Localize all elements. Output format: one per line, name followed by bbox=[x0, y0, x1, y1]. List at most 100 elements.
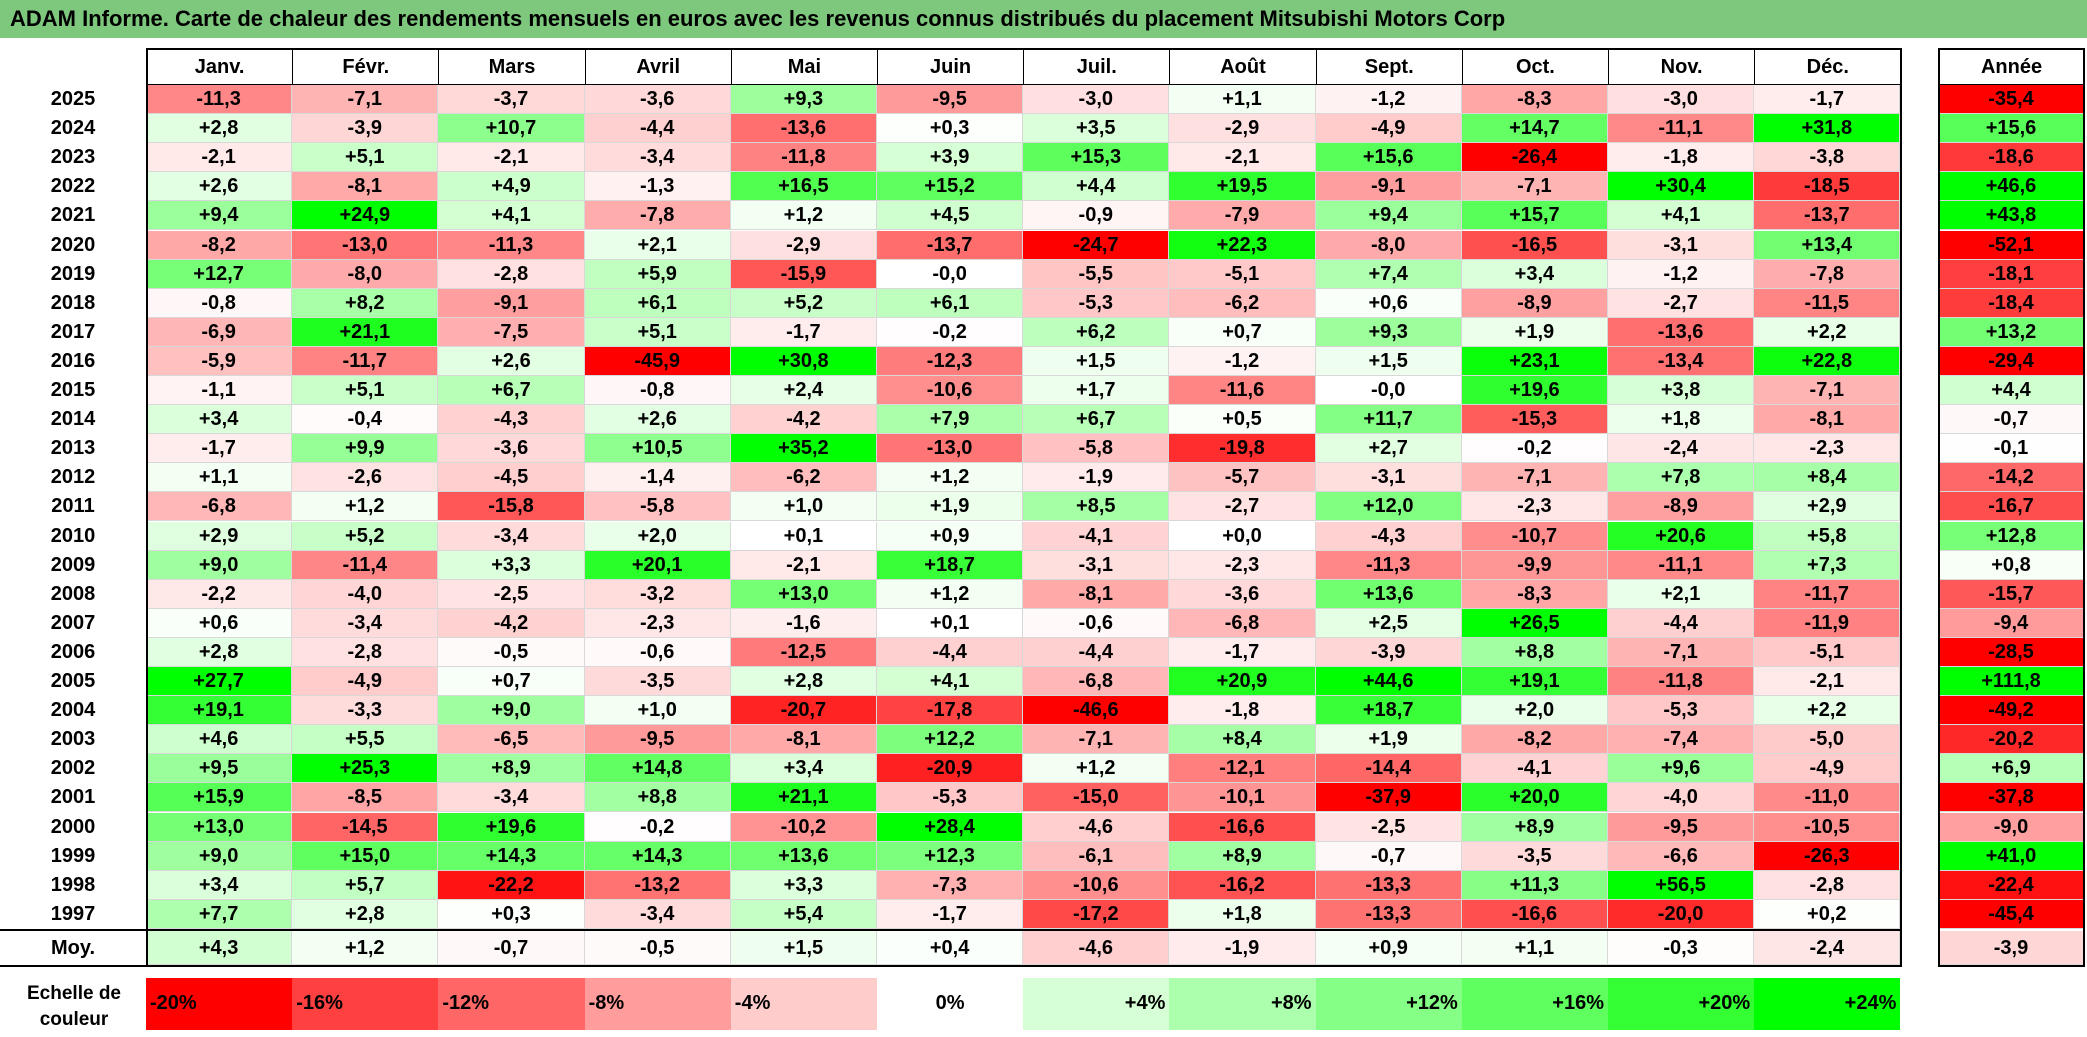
heatmap-cell: -16,5 bbox=[1461, 230, 1608, 260]
year-label: 2018 bbox=[0, 288, 146, 318]
heatmap-cell: +9,6 bbox=[1608, 754, 1755, 784]
heatmap-cell: -2,8 bbox=[1754, 870, 1901, 900]
year-label: 1998 bbox=[0, 870, 146, 900]
heatmap-cell: +20,1 bbox=[584, 550, 731, 580]
heatmap-cell: +1,9 bbox=[877, 492, 1024, 522]
heatmap-cell: +30,4 bbox=[1608, 172, 1755, 202]
heatmap-cell: +21,1 bbox=[730, 783, 877, 813]
heatmap-cell: -15,8 bbox=[438, 492, 585, 522]
heatmap-cell: +5,1 bbox=[292, 376, 439, 406]
heatmap-cell: -0,2 bbox=[1461, 434, 1608, 464]
column-header: Janv. bbox=[146, 48, 294, 85]
heatmap-cell: +9,0 bbox=[146, 841, 293, 871]
annual-cell: -14,2 bbox=[1938, 463, 2085, 493]
heatmap-cell: -3,9 bbox=[1315, 637, 1462, 667]
heatmap-cell: -4,5 bbox=[438, 463, 585, 493]
annual-cell: -9,0 bbox=[1938, 812, 2085, 842]
column-header: Juil. bbox=[1023, 48, 1171, 85]
heatmap-cell: +3,9 bbox=[877, 143, 1024, 173]
heatmap-cell: -11,1 bbox=[1608, 550, 1755, 580]
heatmap-cell: +6,7 bbox=[1023, 405, 1170, 435]
heatmap-cell: -26,4 bbox=[1461, 143, 1608, 173]
heatmap-cell: -8,1 bbox=[1023, 579, 1170, 609]
heatmap-cell: +3,5 bbox=[1023, 114, 1170, 144]
heatmap-cell: -20,0 bbox=[1608, 899, 1755, 929]
average-cell: -4,6 bbox=[1023, 930, 1170, 965]
heatmap-cell: -14,4 bbox=[1315, 754, 1462, 784]
heatmap-cell: -0,7 bbox=[1315, 841, 1462, 871]
heatmap-cell: -2,1 bbox=[438, 143, 585, 173]
heatmap-cell: +5,5 bbox=[292, 725, 439, 755]
heatmap-cell: +13,0 bbox=[730, 579, 877, 609]
heatmap-cell: +13,0 bbox=[146, 812, 293, 842]
heatmap-cell: +9,3 bbox=[1315, 317, 1462, 347]
heatmap-cell: -7,9 bbox=[1169, 201, 1316, 231]
heatmap-cell: -6,1 bbox=[1023, 841, 1170, 871]
heatmap-cell: -19,8 bbox=[1169, 434, 1316, 464]
color-scale-label: Echelle de couleur bbox=[27, 983, 121, 1030]
heatmap-cell: -3,1 bbox=[1608, 230, 1755, 260]
heatmap-cell: +12,2 bbox=[877, 725, 1024, 755]
heatmap-cell: -2,7 bbox=[1169, 492, 1316, 522]
heatmap-cell: -11,4 bbox=[292, 550, 439, 580]
heatmap-cell: +0,2 bbox=[1754, 899, 1901, 929]
heatmap-cell: +15,3 bbox=[1023, 143, 1170, 173]
heatmap-cell: -10,5 bbox=[1754, 812, 1901, 842]
column-header: Nov. bbox=[1608, 48, 1756, 85]
heatmap-cell: +0,0 bbox=[1169, 521, 1316, 551]
annual-cell: -45,4 bbox=[1938, 899, 2085, 929]
heatmap-cell: -6,2 bbox=[1169, 288, 1316, 318]
year-label: 2008 bbox=[0, 579, 146, 609]
year-label: 2016 bbox=[0, 346, 146, 376]
heatmap-cell: -4,4 bbox=[1608, 608, 1755, 638]
average-cell: -0,7 bbox=[438, 930, 585, 965]
year-label: 2025 bbox=[0, 85, 146, 115]
heatmap-cell: -4,3 bbox=[1315, 521, 1462, 551]
heatmap-cell: -5,0 bbox=[1754, 725, 1901, 755]
heatmap-cell: -12,1 bbox=[1169, 754, 1316, 784]
heatmap-cell: -2,5 bbox=[1315, 812, 1462, 842]
heatmap-cell: +20,6 bbox=[1608, 521, 1755, 551]
heatmap-cell: -3,6 bbox=[438, 434, 585, 464]
heatmap-cell: -6,9 bbox=[146, 317, 293, 347]
heatmap-cell: -2,3 bbox=[1461, 492, 1608, 522]
heatmap-cell: -0,8 bbox=[146, 288, 293, 318]
heatmap-cell: -5,8 bbox=[1023, 434, 1170, 464]
heatmap-cell: +7,8 bbox=[1608, 463, 1755, 493]
annual-cell: +43,8 bbox=[1938, 201, 2085, 231]
heatmap-cell: +4,1 bbox=[877, 667, 1024, 697]
heatmap-cell: -6,2 bbox=[730, 463, 877, 493]
heatmap-cell: -8,2 bbox=[1461, 725, 1608, 755]
heatmap-cell: -11,7 bbox=[292, 346, 439, 376]
heatmap-cell: -18,5 bbox=[1754, 172, 1901, 202]
heatmap-cell: +12,7 bbox=[146, 259, 293, 289]
heatmap-cell: +0,6 bbox=[1315, 288, 1462, 318]
heatmap-cell: +8,9 bbox=[1461, 812, 1608, 842]
heatmap-cell: +25,3 bbox=[292, 754, 439, 784]
heatmap-cell: -2,9 bbox=[1169, 114, 1316, 144]
column-header: Oct. bbox=[1461, 48, 1609, 85]
heatmap-cell: +0,1 bbox=[730, 521, 877, 551]
heatmap-cell: -1,9 bbox=[1023, 463, 1170, 493]
heatmap-cell: -11,5 bbox=[1754, 288, 1901, 318]
heatmap-cell: -1,1 bbox=[146, 376, 293, 406]
heatmap-cell: +8,4 bbox=[1754, 463, 1901, 493]
heatmap-cell: -11,8 bbox=[1608, 667, 1755, 697]
heatmap-cell: +5,9 bbox=[584, 259, 731, 289]
heatmap-cell: +1,1 bbox=[1169, 85, 1316, 115]
heatmap-cell: -5,9 bbox=[146, 346, 293, 376]
heatmap-cell: +19,6 bbox=[1461, 376, 1608, 406]
heatmap-cell: +15,7 bbox=[1461, 201, 1608, 231]
heatmap-cell: -1,7 bbox=[146, 434, 293, 464]
heatmap-cell: +2,4 bbox=[730, 376, 877, 406]
heatmap-cell: -5,1 bbox=[1754, 637, 1901, 667]
heatmap-cell: -0,6 bbox=[584, 637, 731, 667]
year-label: 2001 bbox=[0, 783, 146, 813]
heatmap-cell: -5,8 bbox=[584, 492, 731, 522]
heatmap-cell: -0,9 bbox=[1023, 201, 1170, 231]
heatmap-cell: +6,1 bbox=[584, 288, 731, 318]
heatmap-cell: -8,9 bbox=[1461, 288, 1608, 318]
annual-cell: -49,2 bbox=[1938, 696, 2085, 726]
year-label: 1997 bbox=[0, 899, 146, 929]
heatmap-cell: +1,9 bbox=[1461, 317, 1608, 347]
